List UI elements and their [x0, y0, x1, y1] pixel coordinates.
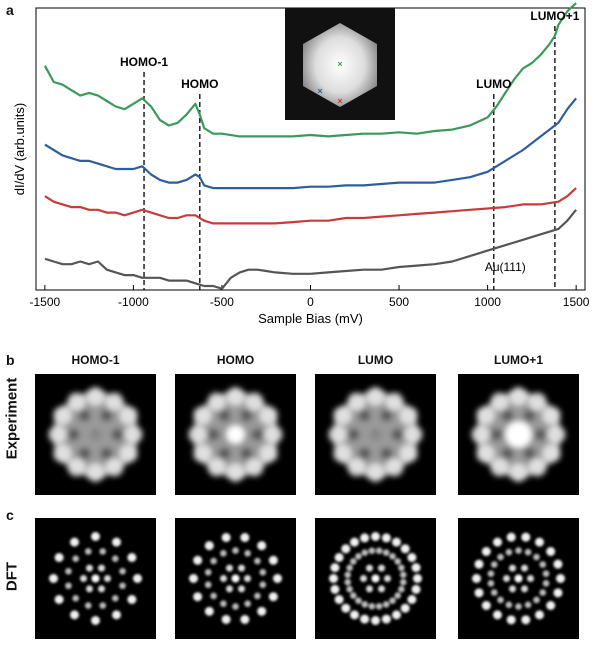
experiment-image-lumo-plus-1 [458, 374, 579, 495]
series-line-2 [44, 187, 577, 225]
marker-label: HOMO-1 [120, 55, 168, 69]
experiment-row-label: Experiment [3, 377, 21, 460]
series-line-1 [44, 97, 577, 190]
x-tick-label: 1500 [563, 295, 590, 309]
x-tick-label: 1000 [474, 295, 501, 309]
x-axis-label: Sample Bias (mV) [258, 311, 363, 326]
column-title-lumo-plus-1: LUMO+1 [493, 353, 543, 367]
inset-marker-blue: × [317, 86, 322, 96]
column-title-homo: HOMO [216, 353, 255, 367]
column-title-lumo: LUMO [357, 353, 394, 367]
x-tick-label: 500 [389, 295, 409, 309]
x-tick-label: -1000 [118, 295, 149, 309]
panel-c-letter: c [6, 507, 14, 523]
dft-image-lumo [315, 518, 436, 639]
dft-image-lumo-plus-1 [458, 518, 579, 639]
marker-label: LUMO+1 [530, 9, 579, 23]
panel-b-letter: b [6, 352, 15, 368]
dft-image-homo-1 [35, 518, 156, 639]
spectra-chart: -1500 -1000 -500 0 500 1000 1500 Sample Bias (m… [12, 2, 590, 326]
molecule-inset-image: × × × [285, 8, 395, 120]
experiment-image-homo [175, 374, 296, 495]
series-line-0 [43, 2, 577, 138]
chart-series [43, 2, 577, 290]
x-tick-label: -500 [210, 295, 234, 309]
inset-marker-green: × [337, 59, 342, 69]
marker-label: HOMO [181, 77, 218, 91]
experiment-image-lumo [315, 374, 436, 495]
dft-image-homo [175, 518, 296, 639]
marker-label: LUMO [476, 77, 511, 91]
chart-labels: HOMO-1 HOMO LUMO LUMO+1 Au(111) [120, 9, 580, 274]
orbital-markers [143, 26, 556, 290]
column-title-homo-1: HOMO-1 [71, 353, 120, 367]
x-tick-label: -1500 [30, 295, 61, 309]
au-series-label: Au(111) [485, 260, 526, 274]
panel-a-letter: a [6, 2, 14, 18]
series-line-3 [44, 209, 577, 290]
experiment-image-homo-1 [35, 374, 156, 495]
y-axis-label: dI/dV (arb.units) [12, 103, 27, 196]
dft-row-label: DFT [3, 561, 21, 592]
inset-marker-red: × [337, 96, 342, 106]
x-tick-label: 0 [307, 295, 314, 309]
